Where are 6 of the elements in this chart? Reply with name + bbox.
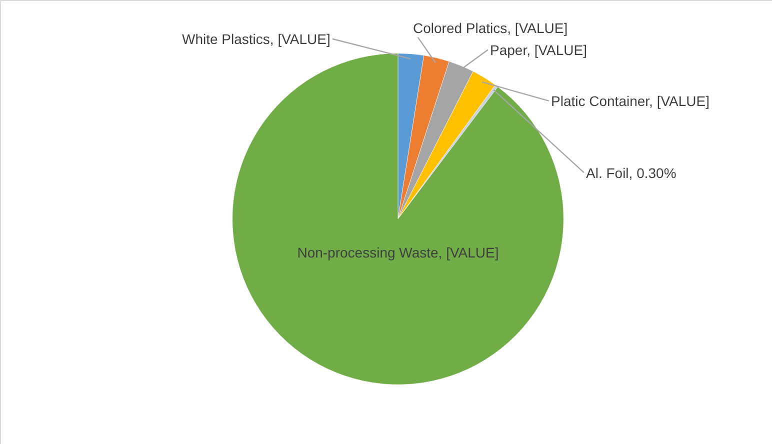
slice-label: Non-processing Waste, [VALUE] [297, 244, 499, 260]
slice-label: Platic Container, [VALUE] [551, 93, 710, 109]
slice-label: Colored Platics, [VALUE] [413, 20, 568, 36]
slice-label: Al. Foil, 0.30% [586, 165, 676, 181]
slice-label: White Plastics, [VALUE] [182, 31, 330, 47]
slice-label: Paper, [VALUE] [490, 42, 588, 58]
